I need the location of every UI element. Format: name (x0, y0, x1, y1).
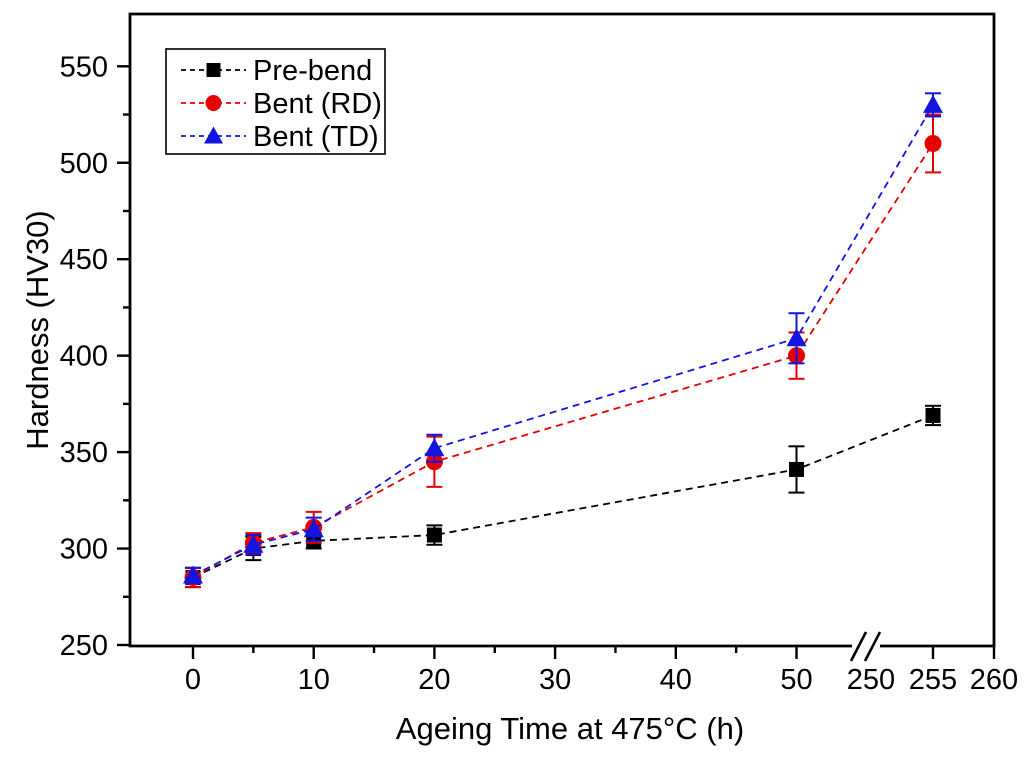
y-tick-label: 350 (60, 437, 108, 469)
plot-border (128, 12, 996, 648)
chart-generated-content: 250 300 350 400 450 500 550 0 10 20 30 40 50 250 255 26… (60, 12, 1018, 696)
x-tick-label: 250 (847, 664, 895, 696)
x-tick-label: 255 (909, 664, 957, 696)
legend-item-bent-rd: Bent (RD) (181, 88, 382, 120)
data-point-marker (183, 565, 203, 584)
series-line (192, 142, 934, 579)
x-tick-label: 30 (539, 664, 571, 696)
y-tick-label: 250 (60, 630, 108, 662)
series-line (192, 104, 934, 577)
series-line (192, 414, 934, 579)
y-tick-label: 500 (60, 148, 108, 180)
data-point-marker (923, 94, 943, 113)
y-tick-label: 300 (60, 534, 108, 566)
data-point-marker (205, 95, 222, 111)
y-axis-title: Hardness (HV30) (20, 210, 55, 449)
series-bent-rd (184, 113, 942, 589)
series-pre-bend (185, 404, 941, 589)
break-slash (849, 631, 868, 662)
data-point-marker (786, 328, 807, 347)
y-tick-label: 450 (60, 244, 108, 276)
legend-label: Bent (RD) (253, 88, 382, 120)
series-bent-td (183, 92, 943, 585)
data-point-marker (426, 527, 442, 543)
data-point-marker (204, 126, 223, 144)
data-point-marker (924, 134, 942, 152)
x-axis-title: Ageing Time at 475°C (h) (396, 711, 744, 746)
x-tick-label: 20 (418, 664, 450, 696)
break-slash (863, 631, 882, 662)
legend-item-bent-td: Bent (TD) (181, 121, 379, 153)
x-tick-label: 10 (298, 664, 330, 696)
data-point-marker (424, 438, 445, 457)
data-point-marker (925, 407, 941, 423)
legend-label: Pre-bend (253, 55, 372, 87)
x-tick-label: 50 (780, 664, 812, 696)
x-tick-label: 0 (185, 664, 201, 696)
legend-item-pre-bend: Pre-bend (181, 55, 372, 87)
data-point-marker (243, 534, 264, 553)
data-point-marker (206, 63, 221, 77)
x-axis-break-icon (849, 631, 882, 662)
y-tick-label: 400 (60, 341, 108, 373)
legend-label: Bent (TD) (253, 121, 379, 153)
x-tick-label: 40 (660, 664, 692, 696)
data-point-marker (789, 461, 804, 477)
x-tick-label: 260 (970, 664, 1018, 696)
data-point-marker (303, 519, 324, 538)
y-tick-label: 550 (60, 51, 108, 83)
